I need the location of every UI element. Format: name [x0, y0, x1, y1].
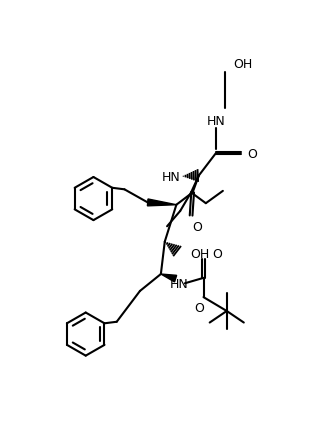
Text: O: O — [212, 247, 222, 260]
Text: HN: HN — [169, 277, 188, 290]
Polygon shape — [147, 200, 176, 206]
Text: O: O — [247, 147, 257, 160]
Text: O: O — [194, 302, 204, 315]
Polygon shape — [161, 274, 177, 282]
Text: HN: HN — [161, 170, 180, 183]
Text: OH: OH — [190, 247, 210, 260]
Text: OH: OH — [234, 58, 253, 71]
Text: HN: HN — [207, 114, 225, 127]
Text: O: O — [192, 220, 202, 233]
